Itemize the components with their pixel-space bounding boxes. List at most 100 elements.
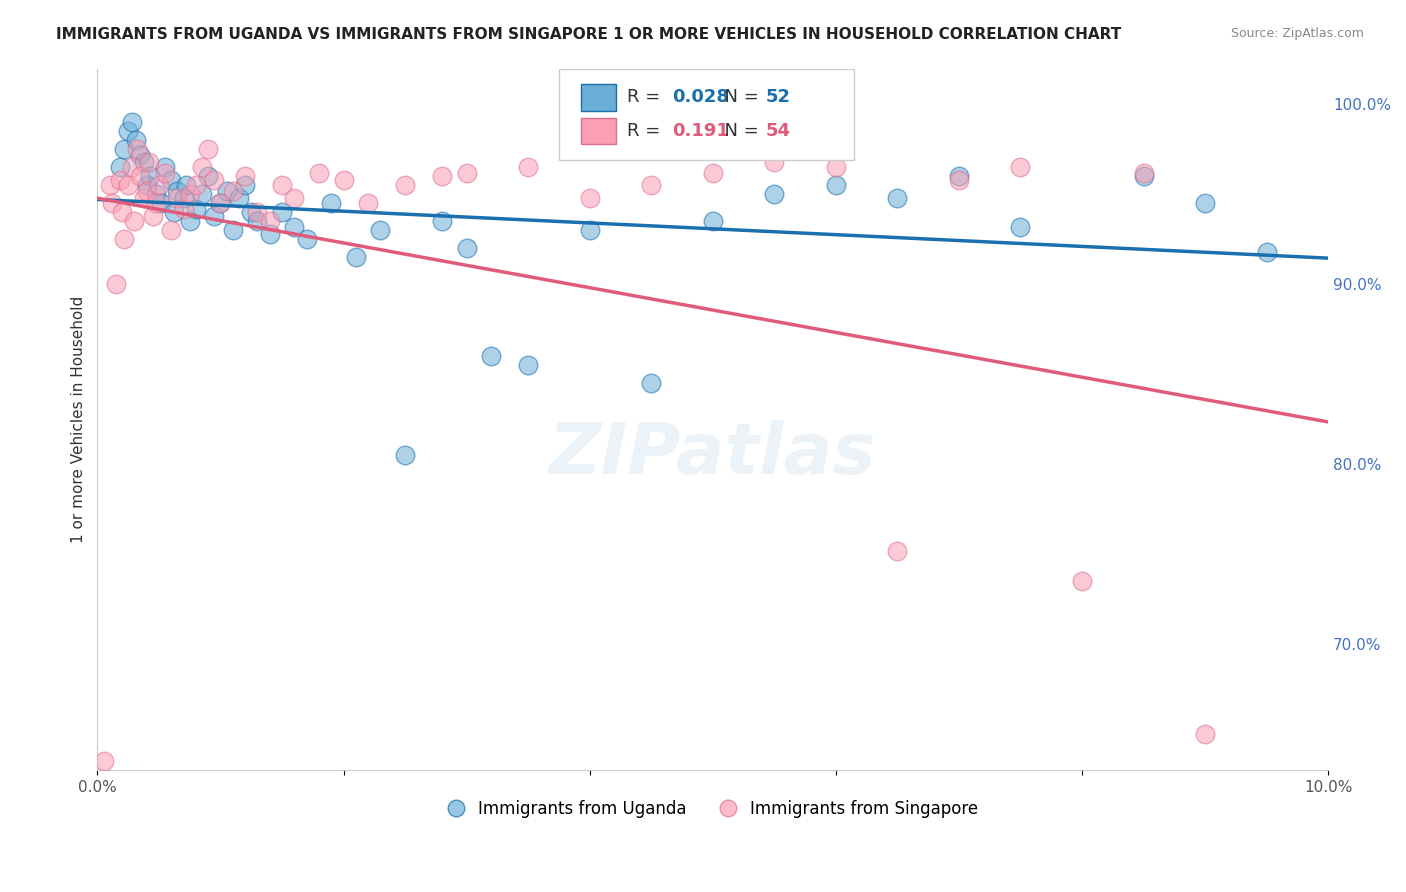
Point	[394, 448, 416, 462]
Point	[479, 349, 502, 363]
Point	[394, 178, 416, 193]
Point	[93, 754, 115, 768]
Point	[1132, 166, 1154, 180]
Point	[142, 209, 165, 223]
Point	[191, 187, 214, 202]
Point	[104, 277, 127, 292]
Point	[173, 202, 195, 216]
Y-axis label: 1 or more Vehicles in Household: 1 or more Vehicles in Household	[72, 295, 86, 543]
Text: 0.191: 0.191	[672, 122, 728, 140]
Point	[948, 169, 970, 184]
Point	[271, 205, 294, 219]
Point	[295, 232, 318, 246]
Point	[1194, 196, 1216, 211]
Point	[153, 161, 176, 175]
Point	[209, 196, 232, 211]
Point	[124, 133, 146, 147]
Point	[824, 161, 846, 175]
Point	[233, 169, 256, 184]
Text: 54: 54	[766, 122, 790, 140]
Point	[246, 214, 269, 228]
Point	[578, 191, 600, 205]
Point	[135, 184, 157, 198]
Point	[108, 173, 131, 187]
Point	[763, 155, 786, 169]
Point	[153, 166, 176, 180]
Point	[456, 166, 478, 180]
Point	[332, 173, 354, 187]
Point	[702, 214, 724, 228]
Point	[166, 184, 188, 198]
FancyBboxPatch shape	[581, 118, 616, 145]
Point	[166, 191, 188, 205]
Point	[430, 169, 453, 184]
Point	[517, 161, 540, 175]
Point	[121, 161, 143, 175]
Point	[1256, 808, 1278, 822]
Point	[101, 196, 124, 211]
Point	[259, 214, 281, 228]
Point	[228, 191, 250, 205]
Point	[578, 223, 600, 237]
Legend: Immigrants from Uganda, Immigrants from Singapore: Immigrants from Uganda, Immigrants from …	[441, 794, 984, 825]
Point	[125, 143, 148, 157]
Point	[259, 227, 281, 241]
Point	[233, 178, 256, 193]
Text: 52: 52	[766, 88, 790, 106]
Point	[129, 169, 152, 184]
Text: Source: ZipAtlas.com: Source: ZipAtlas.com	[1230, 27, 1364, 40]
Point	[640, 178, 662, 193]
Point	[184, 202, 207, 216]
FancyBboxPatch shape	[581, 84, 616, 111]
Point	[948, 173, 970, 187]
Point	[129, 148, 152, 162]
Point	[184, 178, 207, 193]
Point	[202, 209, 225, 223]
Text: 0.028: 0.028	[672, 88, 730, 106]
Point	[517, 359, 540, 373]
Point	[191, 161, 214, 175]
Point	[370, 223, 392, 237]
Point	[134, 191, 156, 205]
Point	[112, 143, 135, 157]
Point	[174, 178, 197, 193]
Point	[246, 205, 269, 219]
Point	[202, 173, 225, 187]
Point	[135, 178, 157, 193]
Point	[108, 161, 131, 175]
Point	[134, 155, 156, 169]
Point	[886, 191, 908, 205]
Point	[139, 169, 162, 184]
Point	[150, 196, 173, 211]
Point	[197, 169, 219, 184]
Point	[112, 232, 135, 246]
Point	[824, 178, 846, 193]
Point	[138, 155, 160, 169]
Point	[179, 187, 201, 202]
Point	[430, 214, 453, 228]
Point	[283, 219, 305, 234]
Point	[308, 166, 330, 180]
Text: ZIPatlas: ZIPatlas	[550, 420, 876, 489]
Point	[173, 191, 195, 205]
Point	[145, 187, 167, 202]
Text: R =: R =	[627, 122, 671, 140]
Point	[111, 205, 134, 219]
Text: R =: R =	[627, 88, 665, 106]
Point	[222, 184, 245, 198]
Point	[763, 187, 786, 202]
Point	[222, 223, 245, 237]
Point	[163, 205, 186, 219]
Point	[117, 124, 139, 138]
Point	[209, 196, 232, 211]
Point	[160, 173, 183, 187]
Point	[1071, 574, 1094, 589]
Text: N =: N =	[713, 88, 765, 106]
Point	[271, 178, 294, 193]
Point	[197, 143, 219, 157]
Point	[283, 191, 305, 205]
Point	[145, 196, 167, 211]
Point	[321, 196, 343, 211]
Point	[160, 223, 183, 237]
Point	[1010, 161, 1032, 175]
